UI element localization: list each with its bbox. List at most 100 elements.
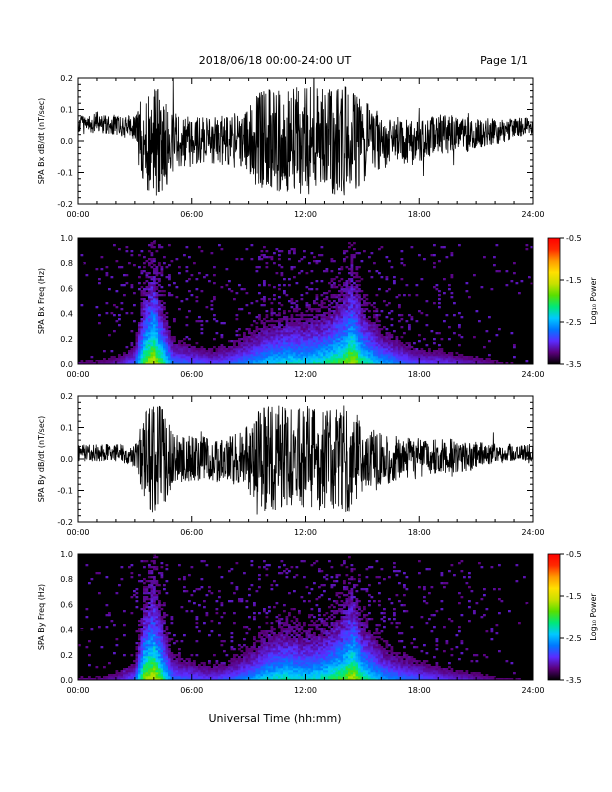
heatmap-cell [425, 362, 429, 365]
heatmap-cell [448, 360, 451, 363]
heatmap-cell [120, 284, 124, 287]
heatmap-cell [233, 612, 236, 615]
heatmap-cell [123, 294, 126, 297]
heatmap-cell [263, 632, 266, 635]
heatmap-cell [303, 326, 306, 329]
heatmap-cell [278, 644, 281, 647]
heatmap-cell [143, 316, 146, 319]
heatmap-cell [413, 362, 416, 365]
heatmap-cell [278, 634, 281, 637]
heatmap-cell [168, 340, 171, 343]
heatmap-cell [183, 344, 186, 347]
heatmap-cell [165, 634, 169, 637]
heatmap-cell [278, 318, 281, 321]
heatmap-cell [285, 324, 289, 327]
heatmap-cell [165, 312, 169, 315]
heatmap-cell [465, 290, 469, 293]
heatmap-cell [205, 358, 209, 361]
heatmap-cell [333, 326, 336, 329]
heatmap-cell [238, 658, 241, 661]
heatmap-cell [150, 306, 154, 309]
heatmap-cell [348, 324, 351, 327]
heatmap-cell [353, 254, 356, 257]
heatmap-cell [350, 358, 354, 361]
heatmap-cell [375, 332, 379, 335]
heatmap-cell [173, 354, 176, 357]
heatmap-cell [480, 362, 484, 365]
heatmap-cell [178, 340, 181, 343]
heatmap-cell [353, 332, 356, 335]
heatmap-cell [338, 336, 341, 339]
heatmap-cell [263, 610, 266, 613]
heatmap-cell [433, 342, 436, 345]
heatmap-cell [375, 310, 379, 313]
heatmap-cell [345, 356, 349, 359]
heatmap-cell [263, 354, 266, 357]
heatmap-cell [148, 676, 151, 679]
heatmap-cell [145, 330, 149, 333]
heatmap-cell [243, 678, 246, 681]
heatmap-cell [170, 352, 174, 355]
heatmap-cell [253, 336, 256, 339]
heatmap-cell [135, 344, 139, 347]
heatmap-cell [263, 608, 266, 611]
heatmap-cell [170, 346, 174, 349]
heatmap-cell [345, 316, 349, 319]
heatmap-cell [298, 320, 301, 323]
heatmap-cell [273, 672, 276, 675]
heatmap-cell [233, 358, 236, 361]
heatmap-cell [463, 358, 466, 361]
heatmap-cell [370, 324, 374, 327]
heatmap-cell [325, 344, 329, 347]
heatmap-cell [360, 304, 364, 307]
heatmap-cell [178, 664, 181, 667]
heatmap-cell [428, 360, 431, 363]
heatmap-cell [193, 666, 196, 669]
heatmap-cell [133, 672, 136, 675]
heatmap-cell [233, 660, 236, 663]
heatmap-cell [325, 328, 329, 331]
heatmap-cell [188, 256, 191, 259]
heatmap-cell [278, 632, 281, 635]
heatmap-cell [178, 360, 181, 363]
heatmap-cell [505, 362, 509, 365]
heatmap-cell [258, 578, 261, 581]
heatmap-cell [135, 356, 139, 359]
heatmap-cell [358, 302, 361, 305]
heatmap-cell [153, 290, 156, 293]
heatmap-cell [330, 314, 334, 317]
heatmap-cell [335, 346, 339, 349]
heatmap-cell [325, 322, 329, 325]
heatmap-cell [263, 358, 266, 361]
heatmap-cell [373, 314, 376, 317]
heatmap-cell [310, 310, 314, 313]
heatmap-cell [185, 348, 189, 351]
heatmap-cell [138, 644, 141, 647]
heatmap-cell [260, 354, 264, 357]
heatmap-cell [383, 340, 386, 343]
heatmap-cell [393, 340, 396, 343]
heatmap-cell [258, 648, 261, 651]
heatmap-cell [230, 340, 234, 343]
heatmap-cell [183, 674, 186, 677]
heatmap-cell [250, 674, 254, 677]
heatmap-cell [388, 340, 391, 343]
heatmap-cell [138, 342, 141, 345]
heatmap-cell [360, 334, 364, 337]
heatmap-cell [160, 322, 164, 325]
heatmap-cell [195, 358, 199, 361]
heatmap-cell [378, 344, 381, 347]
heatmap-cell [178, 358, 181, 361]
heatmap-cell [228, 340, 231, 343]
heatmap-cell [260, 658, 264, 661]
heatmap-cell [263, 280, 266, 283]
heatmap-cell [218, 676, 221, 679]
heatmap-cell [253, 352, 256, 355]
heatmap-cell [218, 670, 221, 673]
heatmap-cell [125, 356, 129, 359]
heatmap-cell [323, 356, 326, 359]
heatmap-cell [148, 332, 151, 335]
heatmap-cell [525, 244, 529, 247]
heatmap-cell [365, 330, 369, 333]
heatmap-cell [395, 336, 399, 339]
